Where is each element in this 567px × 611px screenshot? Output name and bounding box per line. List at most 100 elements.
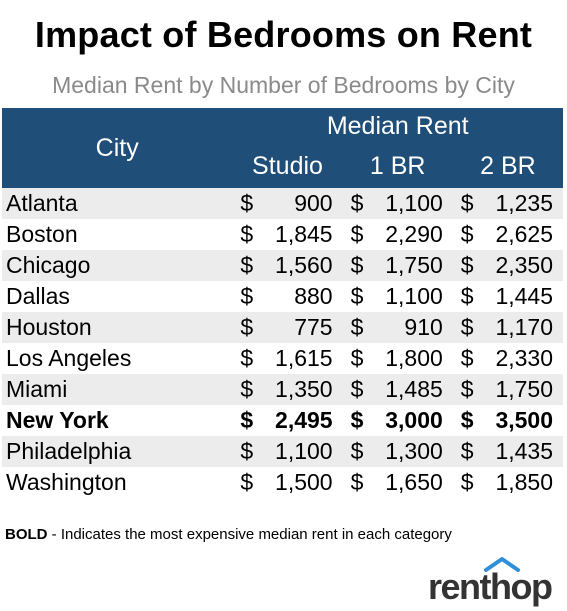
rent-value: 1,445 — [495, 283, 553, 309]
rent-value: 3,000 — [385, 407, 443, 433]
city-cell: Washington — [2, 467, 233, 498]
rent-value: 2,290 — [385, 221, 443, 247]
currency-symbol: $ — [460, 221, 474, 247]
renthop-logo: renthop — [428, 557, 558, 607]
city-cell: New York — [2, 405, 233, 436]
1br-column-header: 1 BR — [342, 144, 453, 188]
currency-symbol: $ — [240, 314, 254, 340]
footnote-text: - Indicates the most expensive median re… — [47, 526, 452, 543]
currency-symbol: $ — [240, 252, 254, 278]
city-cell: Miami — [2, 374, 233, 405]
table-row: Los Angeles $1,615 $1,800 $2,330 — [2, 343, 563, 374]
rent-value: 1,350 — [275, 376, 333, 402]
currency-symbol: $ — [240, 469, 254, 495]
city-cell: Dallas — [2, 281, 233, 312]
table-row: Miami $1,350 $1,485 $1,750 — [2, 374, 563, 405]
rent-value: 1,750 — [385, 252, 443, 278]
currency-symbol: $ — [350, 345, 364, 371]
currency-symbol: $ — [460, 345, 474, 371]
rent-value: 900 — [294, 190, 333, 216]
logo-text: renthop — [428, 566, 553, 607]
currency-symbol: $ — [240, 190, 254, 216]
table-row: Chicago $1,560 $1,750 $2,350 — [2, 250, 563, 281]
currency-symbol: $ — [460, 283, 474, 309]
rent-value: 1,100 — [385, 283, 443, 309]
table-row: Atlanta $900 $1,100 $1,235 — [2, 188, 563, 219]
rent-value: 1,300 — [385, 438, 443, 464]
rent-value: 910 — [404, 314, 443, 340]
city-cell: Atlanta — [2, 188, 233, 219]
2br-column-header: 2 BR — [452, 144, 563, 188]
rent-cell: $1,100 — [342, 188, 453, 219]
city-cell: Chicago — [2, 250, 233, 281]
rent-cell: $1,485 — [342, 374, 453, 405]
city-column-header: City — [2, 108, 233, 188]
currency-symbol: $ — [460, 252, 474, 278]
studio-column-header: Studio — [232, 144, 343, 188]
rent-cell: $1,845 — [232, 219, 343, 250]
currency-symbol: $ — [240, 221, 254, 247]
currency-symbol: $ — [350, 221, 364, 247]
currency-symbol: $ — [460, 190, 474, 216]
rent-value: 1,615 — [275, 345, 333, 371]
house-roof-icon — [484, 557, 520, 572]
currency-symbol: $ — [240, 407, 254, 433]
rent-value: 2,495 — [275, 407, 333, 433]
page-subtitle: Median Rent by Number of Bedrooms by Cit… — [52, 72, 515, 98]
rent-value: 1,170 — [495, 314, 553, 340]
rent-cell: $880 — [232, 281, 343, 312]
rent-value: 880 — [294, 283, 333, 309]
rent-value: 1,800 — [385, 345, 443, 371]
rent-cell: $1,800 — [342, 343, 453, 374]
rent-cell: $1,445 — [452, 281, 563, 312]
rent-value: 1,750 — [495, 376, 553, 402]
rent-table: City Median Rent Studio 1 BR 2 BR Atlant… — [2, 108, 563, 498]
currency-symbol: $ — [240, 345, 254, 371]
rent-cell: $2,330 — [452, 343, 563, 374]
currency-symbol: $ — [460, 407, 474, 433]
rent-cell: $1,650 — [342, 467, 453, 498]
currency-symbol: $ — [350, 376, 364, 402]
footnote-bold-label: BOLD — [5, 526, 48, 543]
median-rent-header: Median Rent — [232, 108, 563, 144]
table-row: Boston $1,845 $2,290 $2,625 — [2, 219, 563, 250]
page-title: Impact of Bedrooms on Rent — [34, 14, 533, 55]
table-row: Philadelphia $1,100 $1,300 $1,435 — [2, 436, 563, 467]
rent-cell: $1,100 — [342, 281, 453, 312]
rent-value: 3,500 — [495, 407, 553, 433]
rent-cell: $2,625 — [452, 219, 563, 250]
rent-value: 2,625 — [495, 221, 553, 247]
table-row: Washington $1,500 $1,650 $1,850 — [2, 467, 563, 498]
rent-value: 1,500 — [275, 469, 333, 495]
currency-symbol: $ — [460, 314, 474, 340]
rent-cell: $1,100 — [232, 436, 343, 467]
city-cell: Los Angeles — [2, 343, 233, 374]
rent-value: 2,350 — [495, 252, 553, 278]
rent-cell: $1,615 — [232, 343, 343, 374]
rent-cell: $900 — [232, 188, 343, 219]
rent-value: 1,100 — [385, 190, 443, 216]
currency-symbol: $ — [350, 314, 364, 340]
city-cell: Houston — [2, 312, 233, 343]
rent-cell: $1,435 — [452, 436, 563, 467]
rent-value: 1,560 — [275, 252, 333, 278]
rent-cell: $1,750 — [342, 250, 453, 281]
city-cell: Boston — [2, 219, 233, 250]
currency-symbol: $ — [240, 283, 254, 309]
rent-cell: $3,500 — [452, 405, 563, 436]
currency-symbol: $ — [350, 469, 364, 495]
rent-cell: $1,560 — [232, 250, 343, 281]
rent-value: 1,485 — [385, 376, 443, 402]
table-row: New York $2,495 $3,000 $3,500 — [2, 405, 563, 436]
rent-cell: $1,235 — [452, 188, 563, 219]
currency-symbol: $ — [350, 252, 364, 278]
currency-symbol: $ — [350, 407, 364, 433]
rent-cell: $3,000 — [342, 405, 453, 436]
currency-symbol: $ — [460, 438, 474, 464]
currency-symbol: $ — [460, 469, 474, 495]
currency-symbol: $ — [350, 283, 364, 309]
rent-cell: $775 — [232, 312, 343, 343]
footnote: BOLD - Indicates the most expensive medi… — [5, 526, 452, 543]
city-cell: Philadelphia — [2, 436, 233, 467]
currency-symbol: $ — [240, 376, 254, 402]
